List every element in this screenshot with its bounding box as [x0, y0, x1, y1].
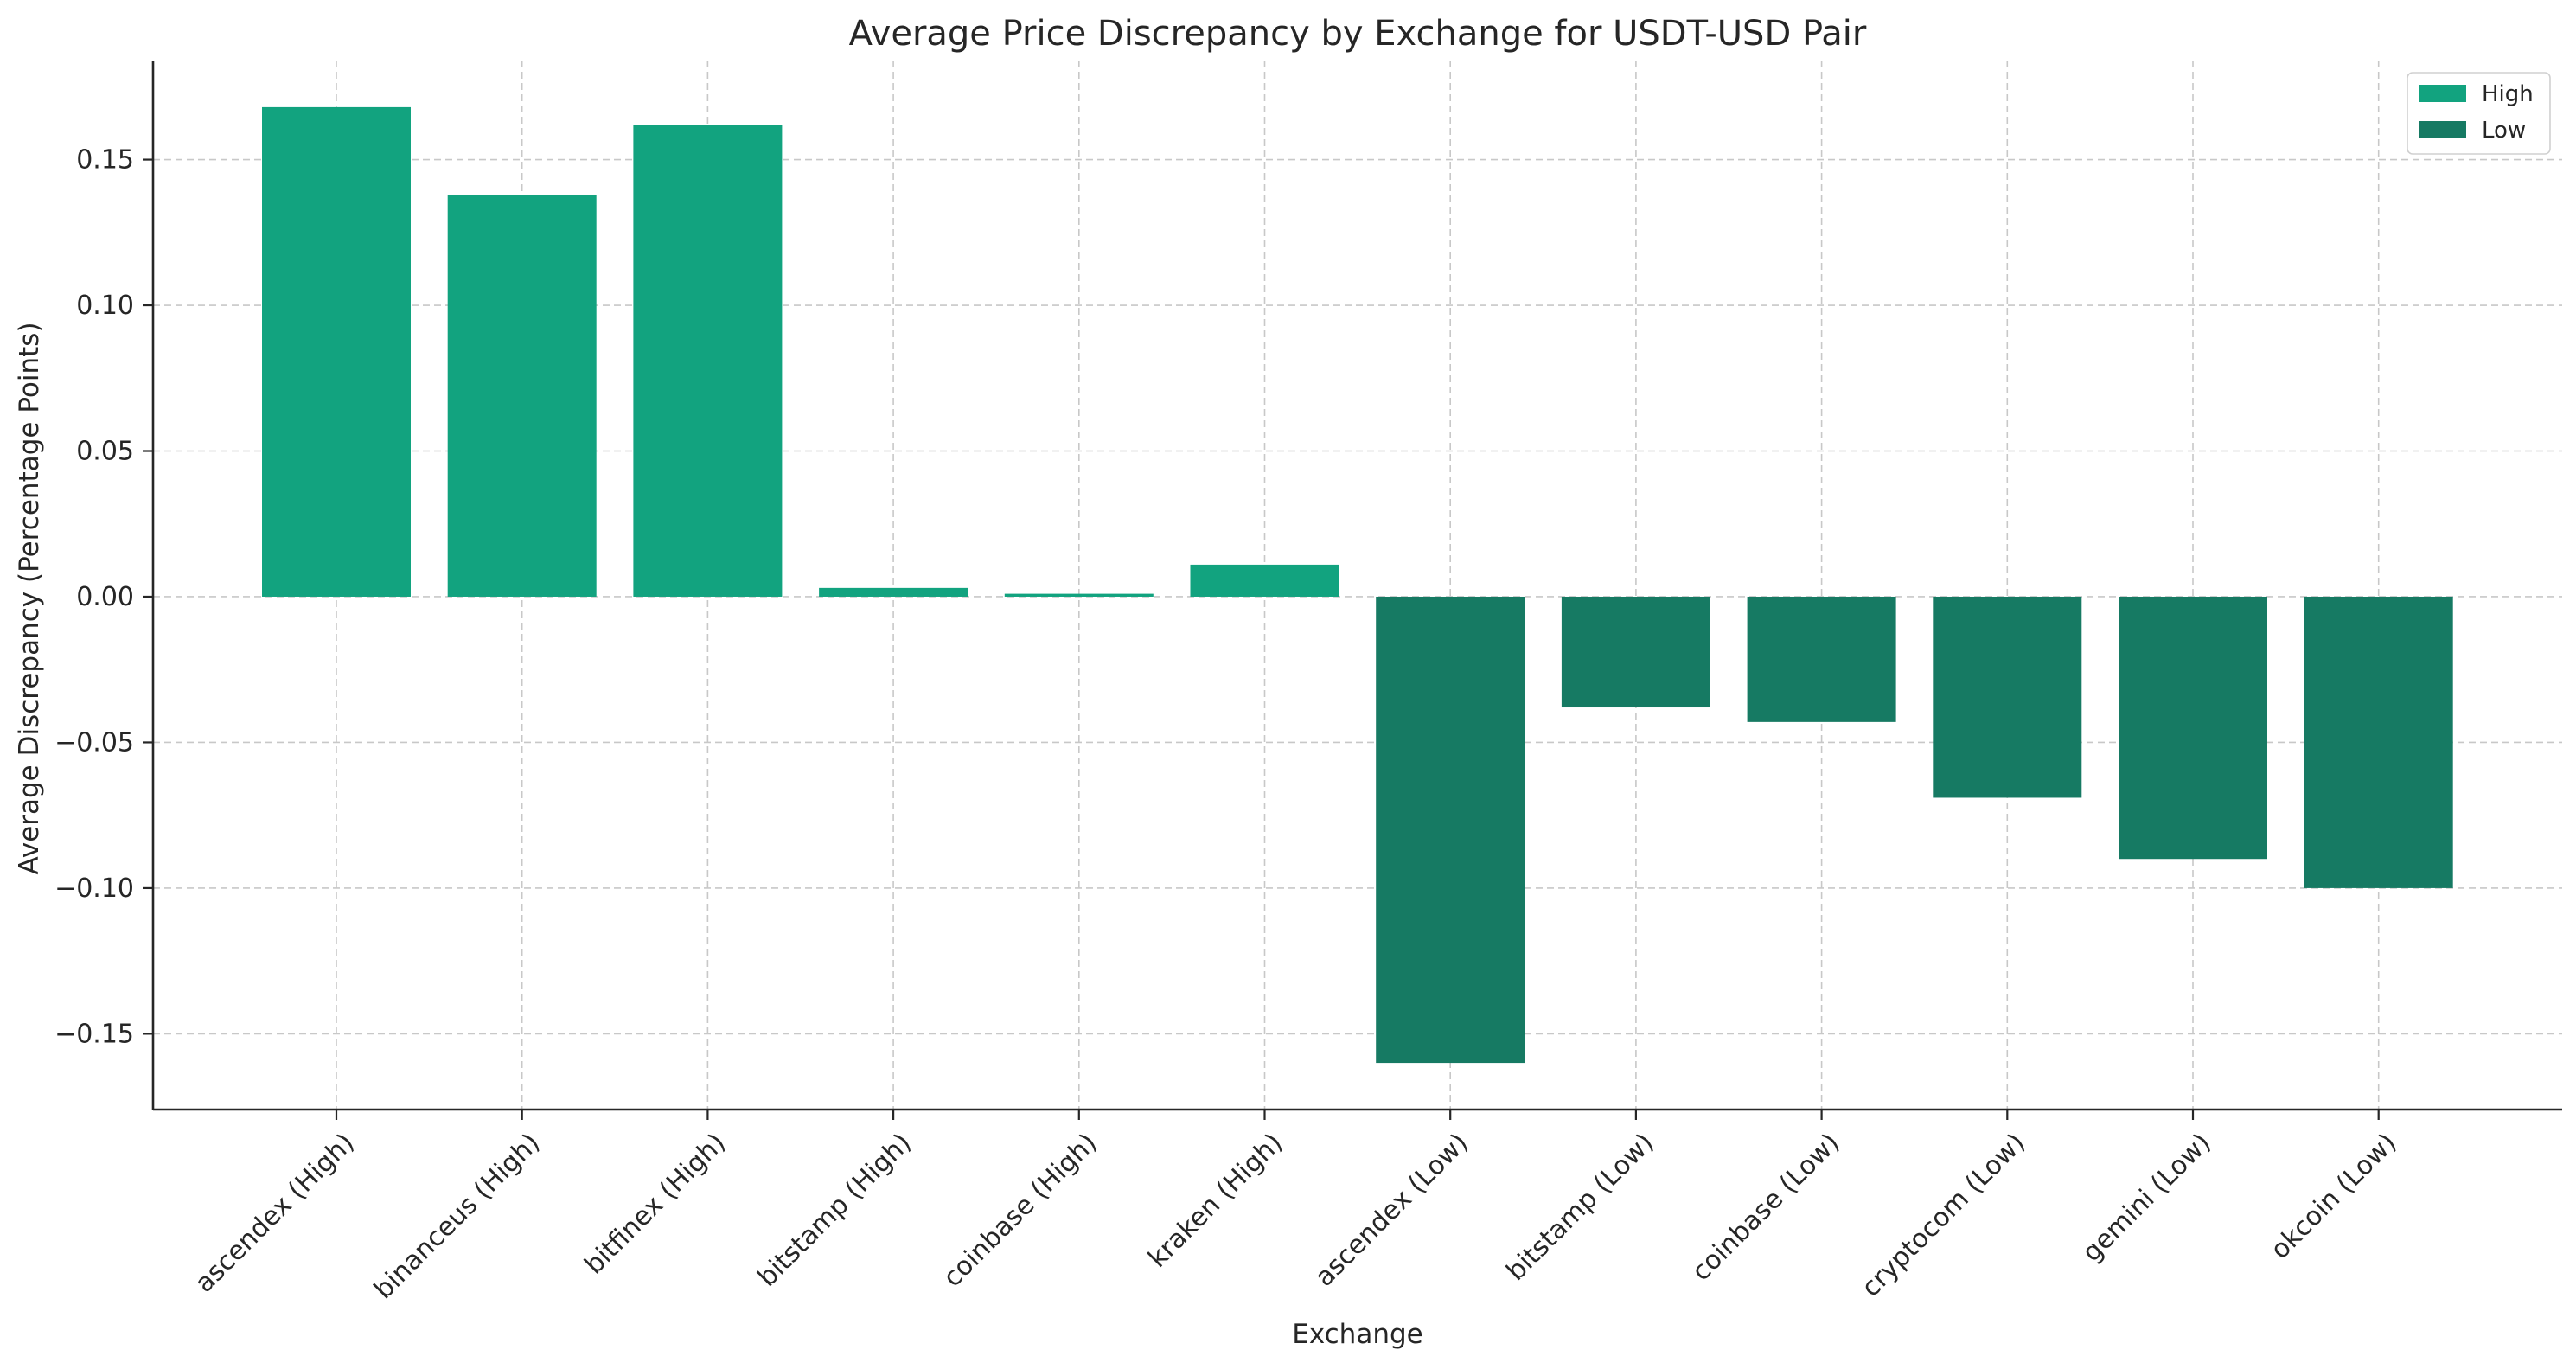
x-tick-label: gemini (Low): [2076, 1128, 2216, 1268]
y-tick-label: 0.05: [76, 437, 134, 467]
bar-coinbase-high: [1004, 593, 1154, 597]
bar-ascendex-low: [1376, 596, 1525, 1064]
y-tick-label: 0.00: [76, 582, 134, 612]
bar-cryptocom-low: [1933, 596, 2082, 798]
bar-bitstamp-low: [1561, 596, 1710, 708]
bar-binanceus-high: [447, 194, 597, 597]
x-tick-label: coinbase (Low): [1686, 1128, 1845, 1287]
x-tick-label: cryptocom (Low): [1856, 1128, 2031, 1303]
legend-label-low: Low: [2482, 118, 2526, 144]
x-tick-label: bitstamp (Low): [1501, 1128, 1660, 1287]
legend-label-high: High: [2482, 81, 2534, 107]
y-tick-label: −0.15: [54, 1019, 134, 1049]
legend-swatch-low: [2419, 121, 2466, 138]
bar-kraken-high: [1190, 564, 1339, 597]
x-tick-label: ascendex (Low): [1309, 1128, 1474, 1293]
legend: High Low: [2407, 72, 2551, 155]
y-tick-label: −0.05: [54, 727, 134, 758]
bar-coinbase-low: [1747, 596, 1896, 722]
x-tick-label: binanceus (High): [368, 1128, 546, 1305]
bar-okcoin-low: [2304, 596, 2453, 888]
bars-layer: [262, 106, 2453, 1064]
y-tick-label: 0.15: [76, 145, 134, 176]
bar-bitfinex-high: [633, 125, 783, 597]
bar-gemini-low: [2119, 596, 2267, 860]
bar-bitstamp-high: [819, 587, 968, 597]
x-axis-label: Exchange: [1292, 1319, 1422, 1350]
x-tick-label: coinbase (High): [937, 1128, 1103, 1293]
bar-ascendex-high: [262, 106, 411, 597]
y-ticks: 0.15 0.10 0.05 0.00 −0.05 −0.10 −0.15: [54, 145, 153, 1049]
chart-title: Average Price Discrepancy by Exchange fo…: [849, 14, 1867, 54]
x-tick-label: bitstamp (High): [752, 1128, 917, 1293]
y-tick-label: 0.10: [76, 291, 134, 321]
x-tick-label: bitfinex (High): [579, 1128, 732, 1281]
x-tick-label: okcoin (Low): [2265, 1128, 2402, 1265]
axes-layer: [151, 61, 2562, 1111]
x-tick-label: kraken (High): [1142, 1128, 1288, 1274]
legend-swatch-high: [2419, 85, 2466, 102]
x-ticks: ascendex (High) binanceus (High) bitfinex …: [189, 1110, 2402, 1305]
y-tick-label: −0.10: [54, 873, 134, 904]
x-tick-label: ascendex (High): [189, 1128, 361, 1299]
y-axis-label: Average Discrepancy (Percentage Points): [14, 322, 45, 874]
